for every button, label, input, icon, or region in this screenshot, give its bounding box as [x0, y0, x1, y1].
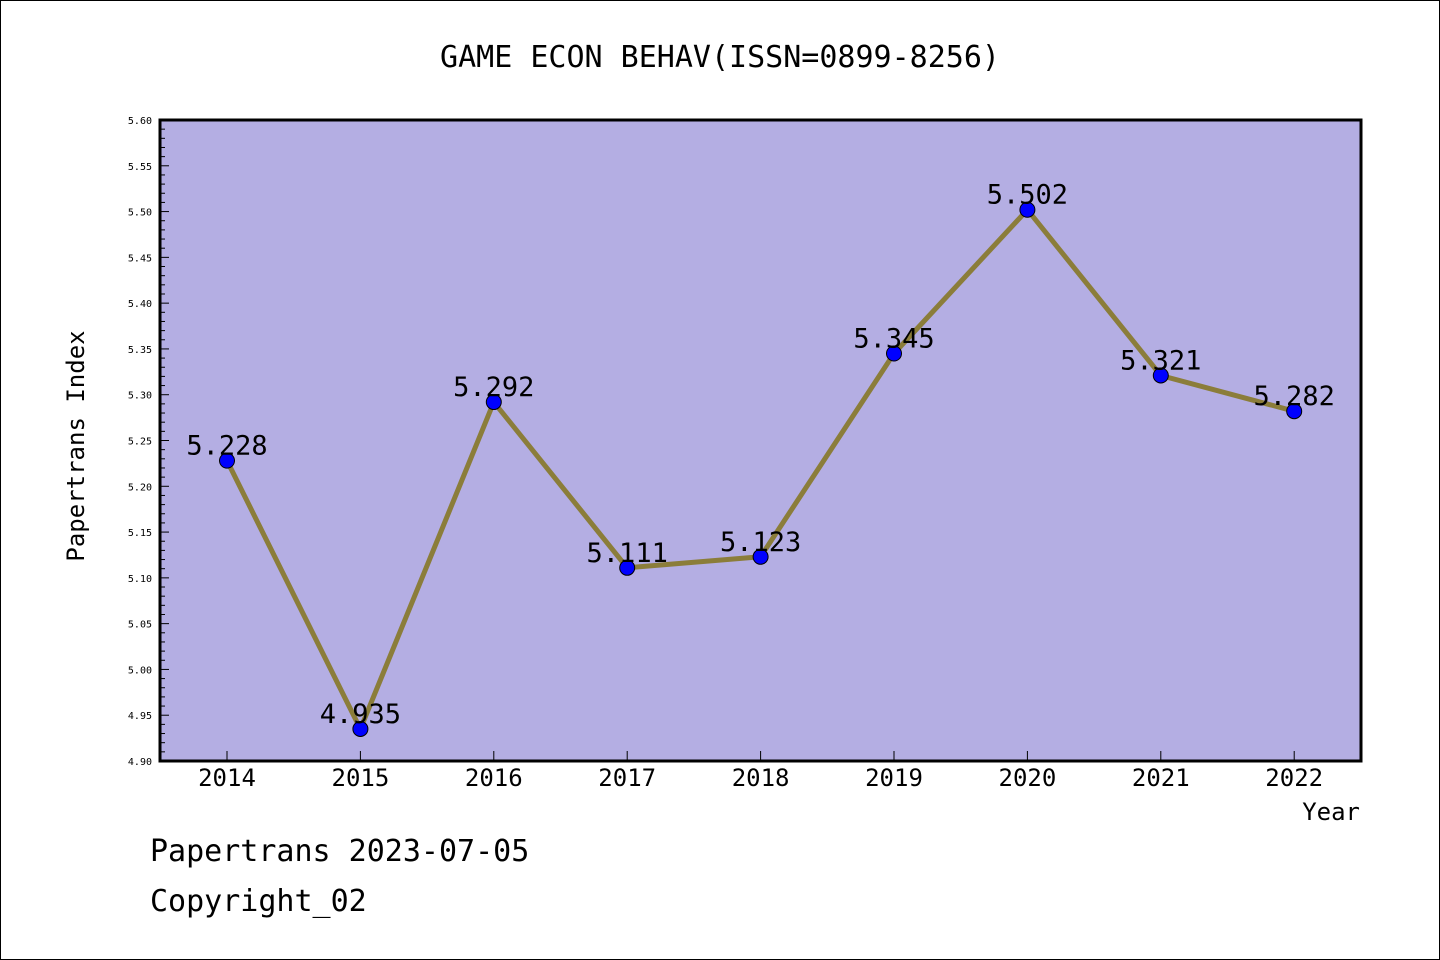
x-tick-label: 2015 — [332, 764, 390, 792]
data-label: 5.321 — [1120, 345, 1201, 376]
y-tick-label: 5.00 — [128, 665, 152, 676]
data-label: 5.345 — [853, 324, 934, 355]
data-label: 5.228 — [186, 431, 267, 462]
x-tick-label: 2014 — [198, 764, 256, 792]
x-tick-label: 2020 — [999, 764, 1057, 792]
x-tick-label: 2017 — [598, 764, 656, 792]
x-tick-label: 2016 — [465, 764, 523, 792]
data-point — [485, 394, 502, 411]
y-tick-label: 5.45 — [128, 253, 152, 264]
y-tick-label: 5.10 — [128, 574, 152, 585]
x-tick-label: 2022 — [1265, 764, 1323, 792]
x-tick-label: 2018 — [732, 764, 790, 792]
x-tick-label: 2021 — [1132, 764, 1190, 792]
data-label: 5.123 — [720, 527, 801, 558]
x-axis-label: Year — [1302, 798, 1360, 826]
data-point — [1286, 403, 1303, 420]
y-tick-label: 5.40 — [128, 299, 152, 310]
y-tick-label: 5.50 — [128, 208, 152, 219]
y-tick-label: 5.15 — [128, 528, 152, 539]
footer-copyright-line: Copyright_02 — [150, 884, 367, 919]
data-point — [352, 720, 369, 737]
y-tick-label: 5.05 — [128, 620, 152, 631]
data-label: 5.502 — [987, 180, 1068, 211]
data-label: 5.292 — [453, 372, 534, 403]
y-tick-label: 5.25 — [128, 437, 152, 448]
plot-area: 4.90 4.95 5.00 5.05 5.10 5.15 5.20 5.25 5.30 5.35… — [128, 116, 1363, 792]
chart-title: GAME ECON BEHAV(ISSN=0899-8256) — [440, 40, 1000, 75]
y-tick-label: 4.90 — [128, 757, 152, 768]
plot-border — [158, 118, 1363, 763]
data-label: 4.935 — [320, 699, 401, 730]
y-tick-label: 5.20 — [128, 482, 152, 493]
data-label: 5.282 — [1254, 381, 1335, 412]
data-label: 5.111 — [587, 538, 668, 569]
plot-background — [160, 120, 1361, 761]
y-tick-label: 4.95 — [128, 711, 152, 722]
y-tick-label: 5.60 — [128, 116, 152, 127]
data-point — [752, 548, 769, 565]
data-point — [219, 452, 235, 469]
y-tick-label: 5.55 — [128, 162, 152, 173]
data-point — [886, 345, 902, 362]
data-point — [1152, 367, 1169, 384]
footer-date-line: Papertrans 2023-07-05 — [150, 834, 530, 869]
y-axis-label: Papertrans Index — [62, 330, 90, 561]
x-tick-label: 2019 — [865, 764, 923, 792]
y-tick-label: 5.35 — [128, 345, 152, 356]
y-tick-label: 5.30 — [128, 391, 152, 402]
data-point — [619, 559, 636, 576]
data-point — [1019, 201, 1036, 218]
